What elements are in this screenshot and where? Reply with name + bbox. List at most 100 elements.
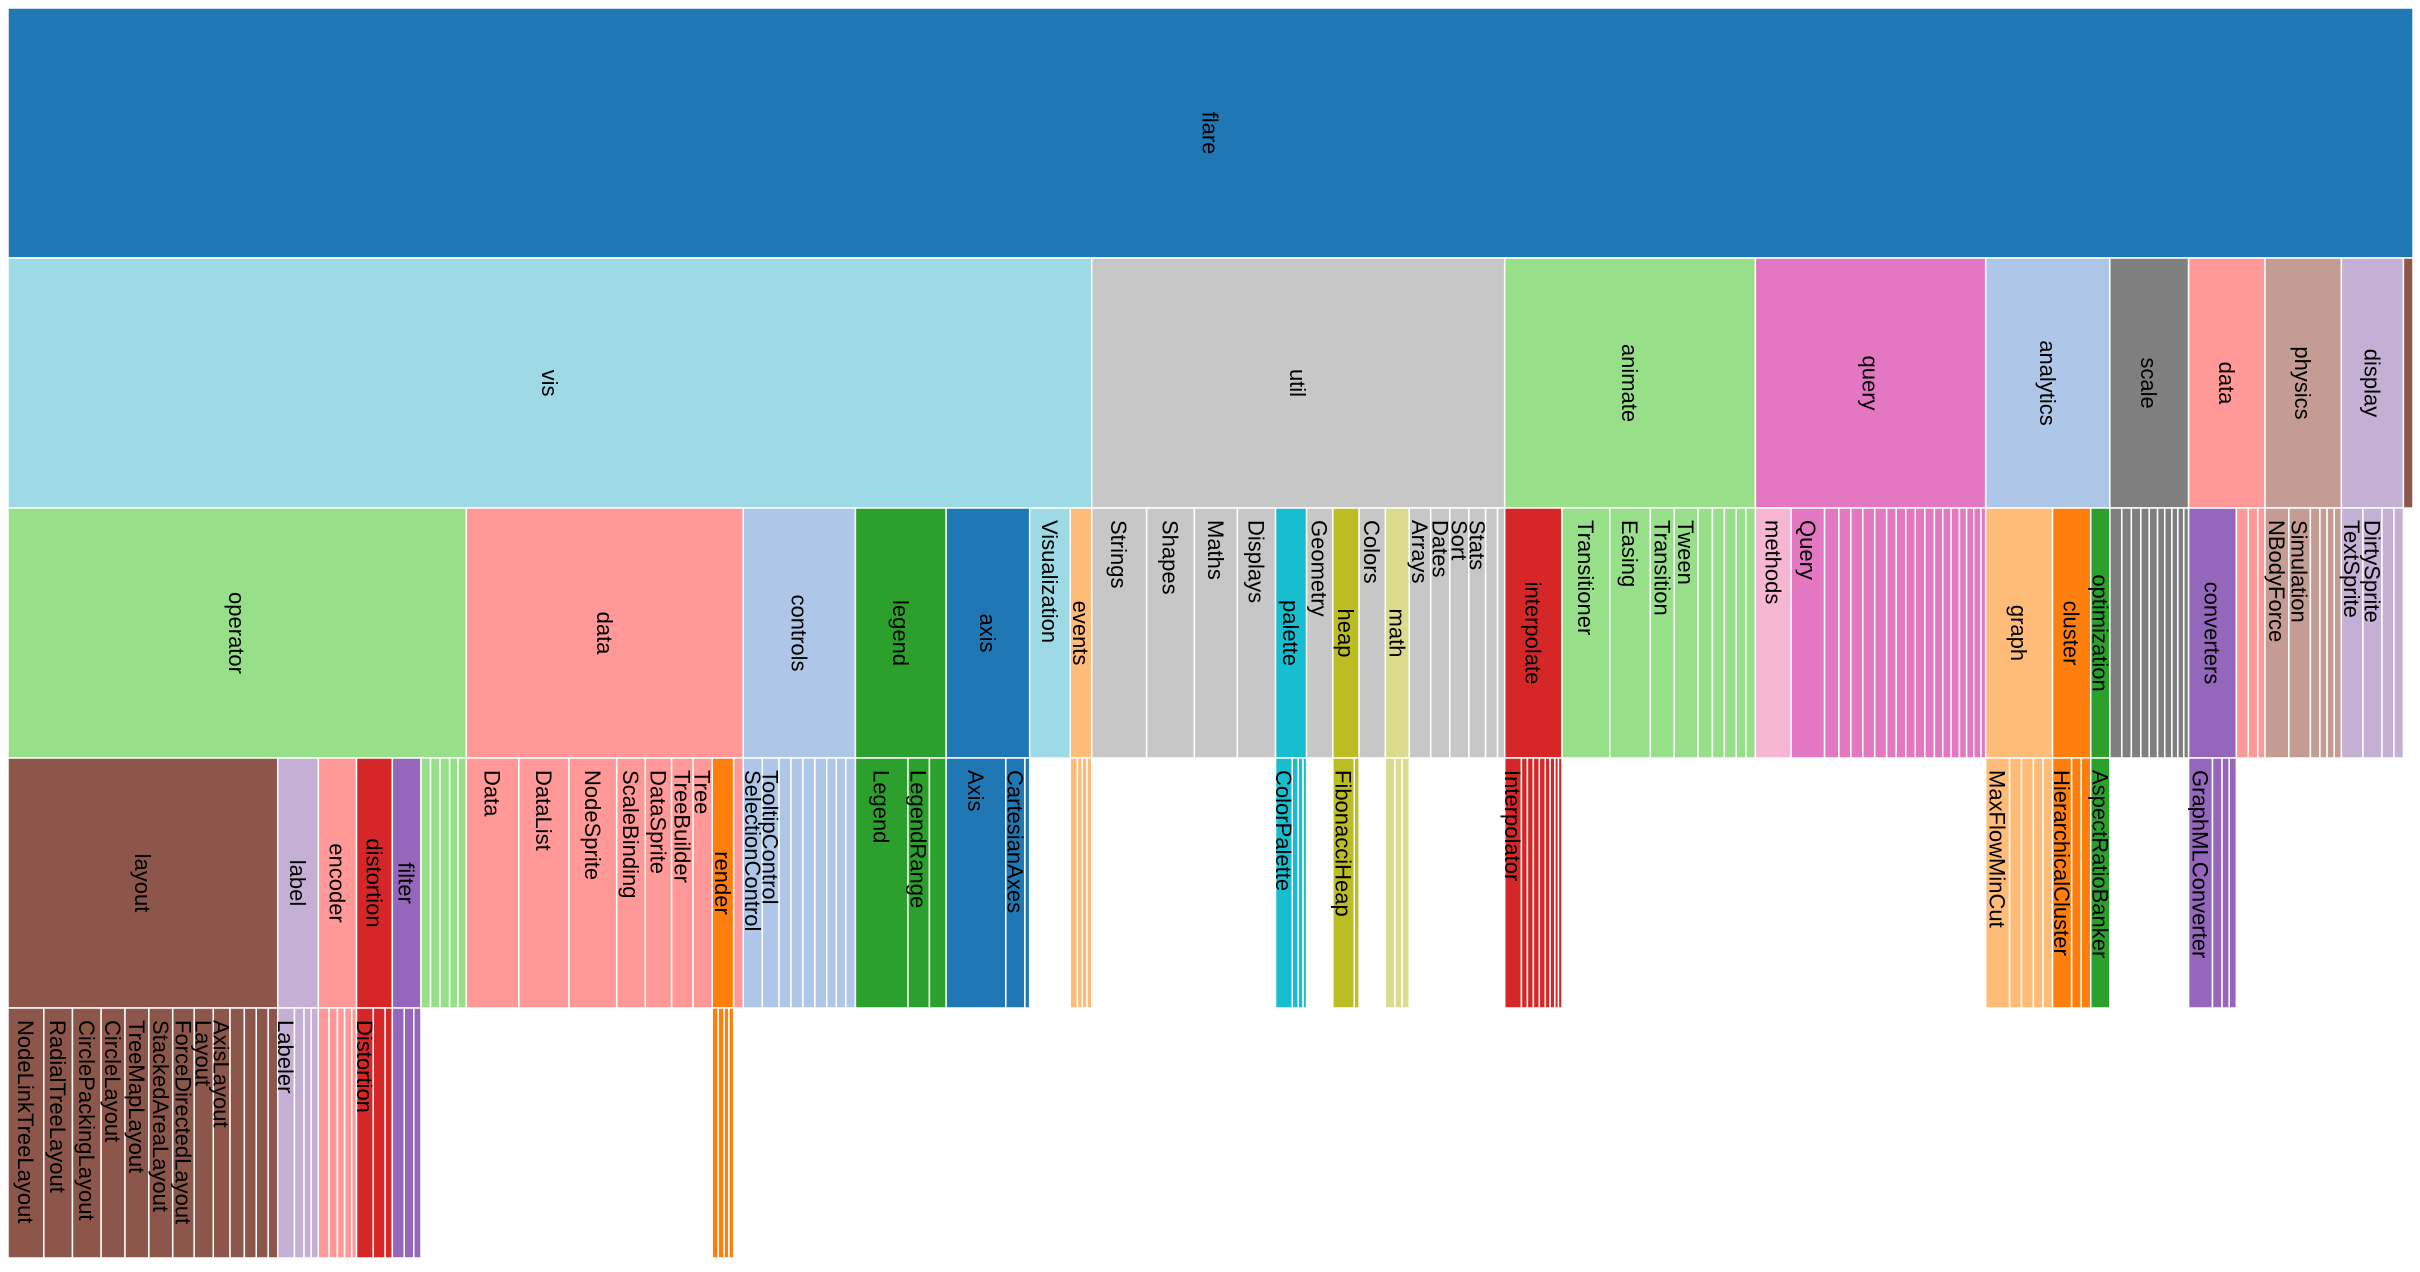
- cell-rect[interactable]: [355, 1007, 374, 1259]
- cell-rect[interactable]: [355, 757, 394, 1009]
- cell-unlabeled-d2[interactable]: [2109, 507, 2123, 759]
- cell-rect[interactable]: [1673, 507, 1699, 759]
- cell-text-sprite-d2[interactable]: TextSprite: [2339, 507, 2364, 759]
- cell-unlabeled-d2[interactable]: [2177, 507, 2185, 759]
- cell-unlabeled-d3[interactable]: [2020, 757, 2035, 1009]
- cell-unlabeled-d2[interactable]: [1924, 507, 1936, 759]
- cell-rect[interactable]: [2042, 757, 2054, 1009]
- cell-rect[interactable]: [1305, 507, 1334, 759]
- cell-unlabeled-d2[interactable]: [1965, 507, 1975, 759]
- cell-unlabeled-d3[interactable]: [2211, 757, 2223, 1009]
- cell-transition-d2[interactable]: Transition: [1649, 507, 1675, 759]
- cell-rect[interactable]: [2187, 507, 2238, 759]
- cell-unlabeled-d2[interactable]: [2171, 507, 2179, 759]
- cell-max-flow-min-cut-d3[interactable]: MaxFlowMinCut: [1984, 757, 2011, 1009]
- cell-animate-d1[interactable]: animate: [1503, 257, 1757, 509]
- cell-tree-d3[interactable]: Tree: [690, 757, 715, 1009]
- cell-unlabeled-d2[interactable]: [1484, 507, 1499, 759]
- cell-rect[interactable]: [2340, 257, 2405, 509]
- cell-unlabeled-d4[interactable]: [343, 1007, 353, 1259]
- cell-unlabeled-d4[interactable]: [255, 1007, 269, 1259]
- cell-rect[interactable]: [2121, 507, 2133, 759]
- cell-hierarchical-cluster-d3[interactable]: HierarchicalCluster: [2049, 757, 2074, 1009]
- cell-rect[interactable]: [1924, 507, 1936, 759]
- cell-rect[interactable]: [193, 1007, 215, 1259]
- cell-rect[interactable]: [814, 757, 828, 1009]
- cell-rect[interactable]: [2051, 757, 2073, 1009]
- cell-rect[interactable]: [148, 1007, 174, 1259]
- cell-rect[interactable]: [7, 757, 279, 1009]
- cell-aspect-ratio-banker-d3[interactable]: AspectRatioBanker: [2087, 757, 2112, 1009]
- cell-transitioner-d2[interactable]: Transitioner: [1561, 507, 1611, 759]
- cell-rect[interactable]: [1850, 507, 1864, 759]
- cell-palette-d2[interactable]: palette: [1274, 507, 1308, 759]
- cell-rect[interactable]: [854, 507, 947, 759]
- cell-unlabeled-d4[interactable]: [711, 1007, 719, 1259]
- cell-rect[interactable]: [276, 1007, 296, 1259]
- cell-data-sprite-d3[interactable]: DataSprite: [644, 757, 673, 1009]
- cell-rect[interactable]: [854, 757, 909, 1009]
- cell-vis-d1[interactable]: vis: [7, 257, 1093, 509]
- cell-rect[interactable]: [1754, 257, 1987, 509]
- cell-rect[interactable]: [1274, 507, 1308, 759]
- cell-unlabeled-d2[interactable]: [2393, 507, 2405, 759]
- cell-rect[interactable]: [2089, 507, 2111, 759]
- cell-rect[interactable]: [372, 1007, 386, 1259]
- cell-rect[interactable]: [778, 757, 792, 1009]
- cell-unlabeled-d4[interactable]: [293, 1007, 305, 1259]
- cell-rect[interactable]: [1332, 507, 1360, 759]
- cell-rect[interactable]: [229, 1007, 246, 1259]
- cell-circle-packing-layout-d4[interactable]: CirclePackingLayout: [71, 1007, 102, 1259]
- cell-rect[interactable]: [1028, 507, 1072, 759]
- cell-node-sprite-d3[interactable]: NodeSprite: [568, 757, 618, 1009]
- cell-rect[interactable]: [1790, 507, 1826, 759]
- cell-unlabeled-d2[interactable]: [1933, 507, 1944, 759]
- cell-rect[interactable]: [1950, 507, 1961, 759]
- cell-analytics-d1[interactable]: analytics: [1984, 257, 2111, 509]
- cell-rect[interactable]: [1984, 757, 2011, 1009]
- cell-controls-d2[interactable]: controls: [742, 507, 857, 759]
- cell-unlabeled-d2[interactable]: [1904, 507, 1917, 759]
- cell-rect[interactable]: [1384, 757, 1396, 1009]
- cell-rect[interactable]: [1649, 507, 1675, 759]
- cell-rect[interactable]: [243, 1007, 258, 1259]
- cell-sort-d2[interactable]: Sort: [1446, 507, 1471, 759]
- cell-rect[interactable]: [1538, 757, 1547, 1009]
- cell-rect[interactable]: [2264, 257, 2343, 509]
- cell-physics-d1[interactable]: physics: [2264, 257, 2343, 509]
- cell-rect[interactable]: [1353, 757, 1360, 1009]
- cell-rect[interactable]: [1358, 507, 1387, 759]
- cell-unlabeled-d4[interactable]: [717, 1007, 725, 1259]
- cell-unlabeled-d2[interactable]: [1895, 507, 1907, 759]
- cell-rect[interactable]: [1401, 757, 1410, 1009]
- cell-unlabeled-d2[interactable]: [1823, 507, 1840, 759]
- cell-rect[interactable]: [1069, 757, 1079, 1009]
- cell-tween-d2[interactable]: Tween: [1673, 507, 1699, 759]
- cell-filter-d3[interactable]: filter: [391, 757, 422, 1009]
- cell-unlabeled-d2[interactable]: [2326, 507, 2335, 759]
- cell-rect[interactable]: [1302, 757, 1308, 1009]
- cell-axis-d3[interactable]: Axis: [945, 757, 1007, 1009]
- cell-legend-range-d3[interactable]: LegendRange: [906, 757, 931, 1009]
- cell-rect[interactable]: [2163, 507, 2173, 759]
- cell-unlabeled-d3[interactable]: [1394, 757, 1403, 1009]
- cell-rect[interactable]: [2148, 507, 2159, 759]
- cell-events-d2[interactable]: events: [1068, 507, 1093, 759]
- cell-unlabeled-d2[interactable]: [2140, 507, 2150, 759]
- cell-unlabeled-d3[interactable]: [1291, 757, 1299, 1009]
- cell-rect[interactable]: [802, 757, 816, 1009]
- cell-unlabeled-d2[interactable]: [1873, 507, 1888, 759]
- cell-rect[interactable]: [328, 1007, 339, 1259]
- cell-rect[interactable]: [1723, 507, 1738, 759]
- cell-colors-d2[interactable]: Colors: [1358, 507, 1387, 759]
- cell-cartesian-axes-d3[interactable]: CartesianAxes: [1002, 757, 1027, 1009]
- cell-rect[interactable]: [1484, 507, 1499, 759]
- cell-rect[interactable]: [429, 757, 441, 1009]
- cell-unlabeled-d4[interactable]: [384, 1007, 394, 1259]
- cell-unlabeled-d3[interactable]: [778, 757, 792, 1009]
- cell-unlabeled-d3[interactable]: [439, 757, 451, 1009]
- cell-rect[interactable]: [2402, 257, 2414, 509]
- cell-unlabeled-d2[interactable]: [2381, 507, 2395, 759]
- cell-unlabeled-d2[interactable]: [1885, 507, 1897, 759]
- cell-rect[interactable]: [1823, 507, 1840, 759]
